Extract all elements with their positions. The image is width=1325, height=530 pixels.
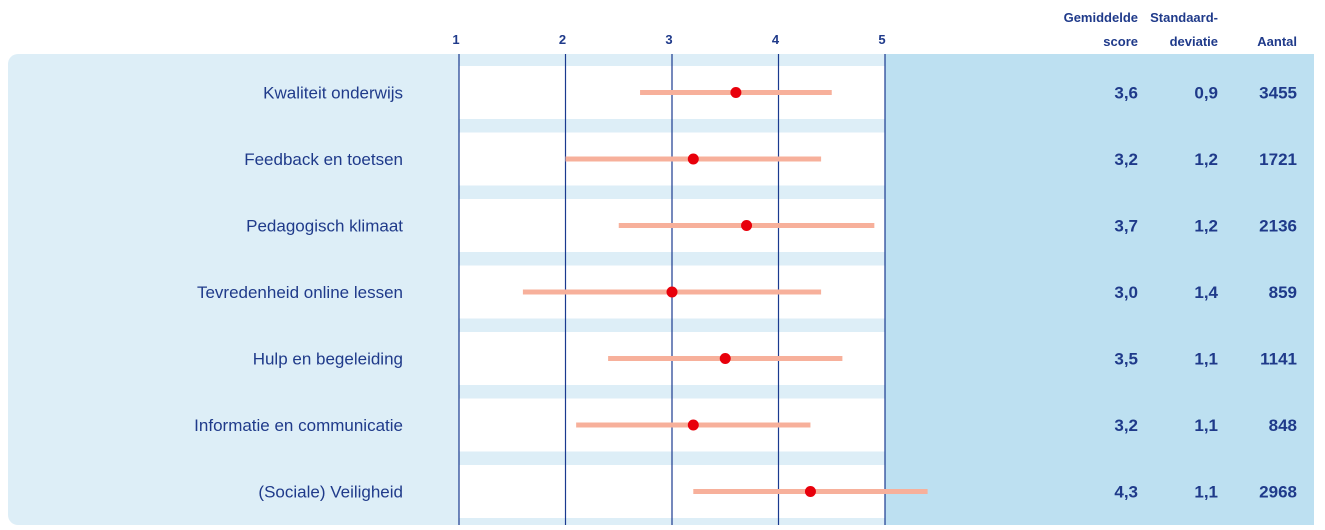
tick-label: 5 — [878, 32, 885, 47]
mean-point — [687, 153, 699, 165]
sd-value: 1,2 — [1194, 150, 1218, 169]
sd-value: 1,1 — [1194, 416, 1218, 435]
mean-value: 3,7 — [1114, 217, 1138, 236]
sd-value: 1,1 — [1194, 483, 1218, 502]
table-row: (Sociale) Veiligheid 4,3 1,1 2968 — [258, 483, 1297, 502]
stats-panel — [885, 54, 1314, 525]
table-row: Pedagogisch klimaat 3,7 1,2 2136 — [246, 217, 1297, 236]
sd-header-line2: deviatie — [1170, 34, 1218, 49]
mean-value: 3,2 — [1114, 416, 1138, 435]
table-row: Feedback en toetsen 3,2 1,2 1721 — [244, 150, 1297, 169]
sd-value: 1,4 — [1194, 283, 1218, 302]
table-row: Tevredenheid online lessen 3,0 1,4 859 — [197, 283, 1297, 302]
row-label: Informatie en communicatie — [194, 416, 403, 435]
sd-header-line1: Standaard- — [1150, 10, 1218, 25]
tick-label: 4 — [772, 32, 780, 47]
row-label: Feedback en toetsen — [244, 150, 403, 169]
count-value: 859 — [1269, 283, 1297, 302]
count-value: 1721 — [1259, 150, 1297, 169]
table-row: Hulp en begeleiding 3,5 1,1 1141 — [253, 350, 1297, 369]
sd-value: 0,9 — [1194, 84, 1218, 103]
sd-value: 1,1 — [1194, 350, 1218, 369]
mean-value: 3,5 — [1114, 350, 1138, 369]
mean-value: 3,0 — [1114, 283, 1138, 302]
tick-label: 3 — [665, 32, 672, 47]
count-value: 1141 — [1260, 350, 1297, 369]
column-headers: Gemiddelde score Standaard- deviatie Aan… — [1064, 10, 1297, 49]
row-label: (Sociale) Veiligheid — [258, 483, 403, 502]
count-value: 2136 — [1259, 217, 1297, 236]
mean-point — [719, 353, 731, 364]
tick-label: 2 — [559, 32, 566, 47]
sd-value: 1,2 — [1194, 217, 1218, 236]
mean-point — [741, 220, 753, 231]
count-value: 2968 — [1259, 483, 1297, 502]
row-label: Kwaliteit onderwijs — [263, 84, 403, 103]
x-axis-ticks: 1 2 3 4 5 — [452, 32, 885, 47]
data-rows: Kwaliteit onderwijs 3,6 0,9 3455 Feedback en… — [194, 84, 1297, 502]
mean-point — [804, 486, 816, 497]
mean-header-line2: score — [1103, 34, 1138, 49]
row-label: Tevredenheid online lessen — [197, 283, 403, 302]
row-label: Pedagogisch klimaat — [246, 217, 403, 236]
count-value: 848 — [1269, 416, 1297, 435]
row-label: Hulp en begeleiding — [253, 350, 403, 369]
mean-value: 3,6 — [1114, 84, 1138, 103]
mean-value: 3,2 — [1114, 150, 1138, 169]
count-header: Aantal — [1257, 34, 1297, 49]
mean-point — [687, 419, 699, 431]
mean-header-line1: Gemiddelde — [1064, 10, 1138, 25]
count-value: 3455 — [1259, 84, 1297, 103]
mean-point — [730, 87, 742, 98]
table-row: Informatie en communicatie 3,2 1,1 848 — [194, 416, 1297, 435]
mean-point — [666, 286, 678, 298]
tick-label: 1 — [452, 32, 459, 47]
mean-value: 4,3 — [1114, 483, 1138, 502]
table-row: Kwaliteit onderwijs 3,6 0,9 3455 — [263, 84, 1297, 103]
